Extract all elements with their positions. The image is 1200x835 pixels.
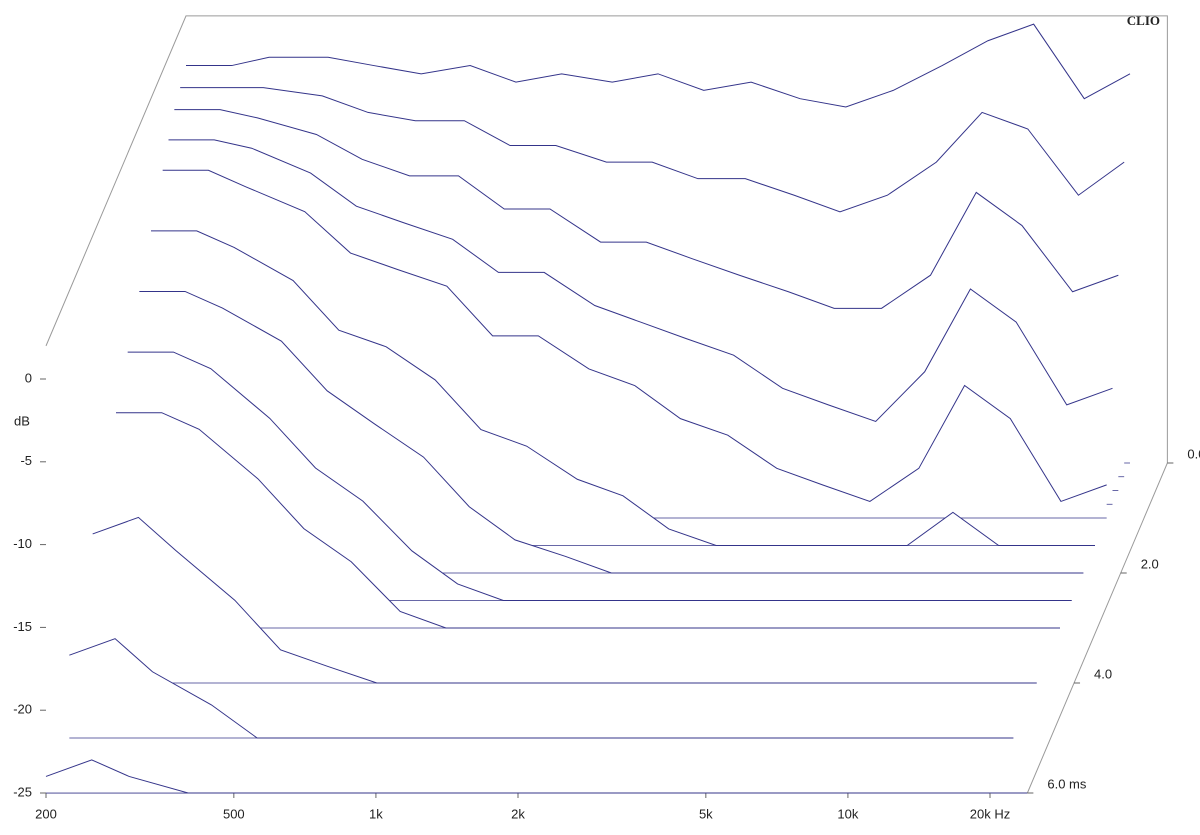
decay-slice	[174, 109, 1119, 309]
x-tick-label: 2k	[511, 806, 525, 821]
y-tick-label: -10	[13, 536, 32, 551]
z-tick-label: 4.0	[1094, 666, 1112, 681]
decay-slice	[116, 412, 1060, 629]
y-tick-label: 0	[25, 370, 32, 385]
x-tick-label: 10k	[837, 806, 858, 821]
decay-slice	[69, 638, 1014, 739]
decay-slice	[180, 87, 1125, 213]
decay-slice	[151, 230, 1095, 546]
slice-mask	[127, 352, 1072, 601]
decay-slice	[45, 759, 990, 794]
slice-mask	[46, 759, 990, 793]
x-tick-label: 20k Hz	[970, 806, 1010, 821]
slice-mask	[116, 412, 1060, 628]
decay-slice	[92, 516, 1037, 684]
x-tick-label: 500	[223, 806, 245, 821]
y-tick-label: -20	[13, 702, 32, 717]
decay-slice	[127, 351, 1072, 601]
slice-mask	[69, 638, 1014, 738]
slice-mask	[139, 291, 1084, 573]
decay-slice	[162, 169, 1107, 503]
decay-slice	[139, 290, 1084, 574]
x-tick-label: 1k	[369, 806, 383, 821]
y-tick-label: -15	[13, 619, 32, 634]
z-tick-label: 2.0	[1141, 556, 1159, 571]
z-tick-label: 0.0	[1187, 446, 1200, 461]
y-axis-label: dB	[14, 413, 30, 428]
y-tick-label: -25	[13, 784, 32, 799]
x-tick-label: 5k	[699, 806, 713, 821]
slice-mask	[92, 517, 1037, 683]
decay-slice	[186, 23, 1131, 108]
z-tick-label: 6.0 ms	[1047, 776, 1087, 791]
decay-slice	[168, 139, 1113, 423]
y-tick-label: -5	[20, 453, 32, 468]
brand: CLIO	[1127, 13, 1160, 28]
x-tick-label: 200	[35, 806, 57, 821]
